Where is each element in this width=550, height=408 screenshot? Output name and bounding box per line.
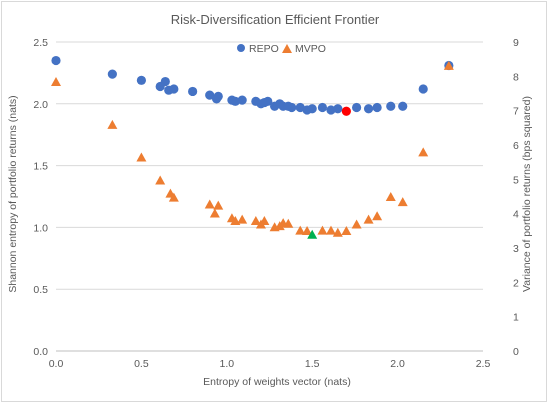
- point-mvpo: [332, 227, 343, 237]
- point-mvpo: [363, 214, 374, 224]
- point-repo: [287, 102, 297, 113]
- point-mvpo: [443, 60, 454, 70]
- x-tick-label: 1.5: [305, 358, 320, 370]
- point-repo: [263, 96, 273, 106]
- point-mvpo: [259, 216, 270, 226]
- legend: REPO MVPO: [237, 43, 326, 55]
- point-mvpo: [397, 197, 408, 207]
- point-mvpo: [107, 119, 118, 129]
- point-mvpo: [51, 76, 61, 86]
- point-mvpo: [283, 218, 294, 228]
- point-repo: [160, 76, 170, 87]
- y-axis-left-title: Shannon entropy of portfolio returns (na…: [7, 95, 19, 292]
- point-repo: [136, 75, 146, 85]
- legend-label-repo: REPO: [249, 43, 279, 55]
- point-mvpo: [372, 211, 383, 221]
- x-tick-label: 0.5: [134, 358, 149, 370]
- point-repo: [398, 101, 408, 111]
- point-repo: [205, 90, 215, 100]
- y-axis-right-title: Variance of portfolio returns (bps squar…: [521, 96, 533, 292]
- y-right-tick-label: 4: [513, 209, 519, 221]
- y-right-tick-label: 6: [513, 140, 519, 152]
- point-repo: [386, 101, 396, 111]
- point-mvpo: [237, 214, 248, 224]
- point-repo: [51, 55, 61, 66]
- y-left-tick-label: 1.5: [33, 161, 48, 173]
- y-right-tick-label: 9: [513, 37, 519, 49]
- y-right-tick-label: 7: [513, 106, 519, 118]
- point-repo: [372, 102, 382, 113]
- point-repo: [307, 104, 317, 114]
- point-mvpo: [385, 192, 396, 201]
- x-tick-label: 0.0: [49, 358, 64, 370]
- chart-title: Risk-Diversification Efficient Frontier: [171, 12, 380, 27]
- point-mvpo: [209, 208, 220, 218]
- y-right-tick-label: 3: [513, 243, 519, 255]
- point-repo: [418, 84, 428, 94]
- chart-frame: Risk-Diversification Efficient Frontier …: [1, 1, 547, 402]
- point-repo: [317, 102, 328, 113]
- point-repo: [326, 105, 336, 115]
- y-left-tick-label: 2.0: [33, 99, 48, 111]
- point-mvpo: [213, 200, 224, 210]
- legend-marker-mvpo: [282, 44, 292, 53]
- point-repo: [213, 91, 223, 101]
- point-mvpo: [136, 152, 147, 162]
- point-mvpo: [325, 225, 336, 235]
- point-repo: [352, 102, 362, 113]
- gridlines: [56, 41, 483, 290]
- y-right-tick-label: 1: [513, 312, 519, 324]
- data-points: [51, 55, 454, 239]
- point-mvpo: [302, 225, 313, 235]
- point-mvpo: [204, 199, 215, 209]
- point-mvpo: [168, 192, 179, 202]
- y-right-tick-label: 8: [513, 71, 519, 83]
- point-mvpo: [250, 216, 261, 226]
- y-left-tick-label: 1.0: [33, 222, 48, 234]
- point-highlight-2: [341, 106, 351, 116]
- x-tick-label: 2.5: [476, 358, 491, 370]
- y-right-tick-label: 0: [513, 346, 519, 358]
- point-mvpo: [341, 225, 352, 235]
- y-left-tick-label: 0.0: [33, 346, 48, 358]
- point-repo: [107, 69, 117, 79]
- point-repo: [169, 84, 179, 94]
- point-repo: [363, 104, 374, 114]
- point-mvpo: [155, 175, 166, 185]
- point-mvpo: [351, 219, 362, 229]
- y-right-tick-label: 5: [513, 174, 519, 186]
- x-tick-label: 2.0: [390, 358, 405, 370]
- scatter-chart: Risk-Diversification Efficient Frontier …: [7, 12, 533, 388]
- y-right-tick-label: 2: [513, 277, 519, 289]
- tick-labels: 0.0 0.5 1.0 1.5 2.0 2.5 0 1 2 3 4 5 6 7 8 9 0.0 0.5 1.0 1.5…: [33, 37, 519, 370]
- point-repo: [188, 86, 198, 97]
- y-left-tick-label: 0.5: [33, 284, 48, 296]
- point-repo: [237, 95, 247, 105]
- point-mvpo: [317, 225, 328, 235]
- legend-marker-repo: [237, 44, 245, 52]
- point-highlight-3: [307, 229, 318, 239]
- x-axis-title: Entropy of weights vector (nats): [203, 376, 351, 388]
- point-mvpo: [295, 225, 306, 235]
- y-left-tick-label: 2.5: [33, 37, 48, 49]
- point-repo: [333, 104, 343, 114]
- legend-label-mvpo: MVPO: [295, 43, 326, 55]
- point-mvpo: [418, 147, 429, 157]
- x-tick-label: 1.0: [219, 358, 234, 370]
- point-repo: [230, 96, 240, 106]
